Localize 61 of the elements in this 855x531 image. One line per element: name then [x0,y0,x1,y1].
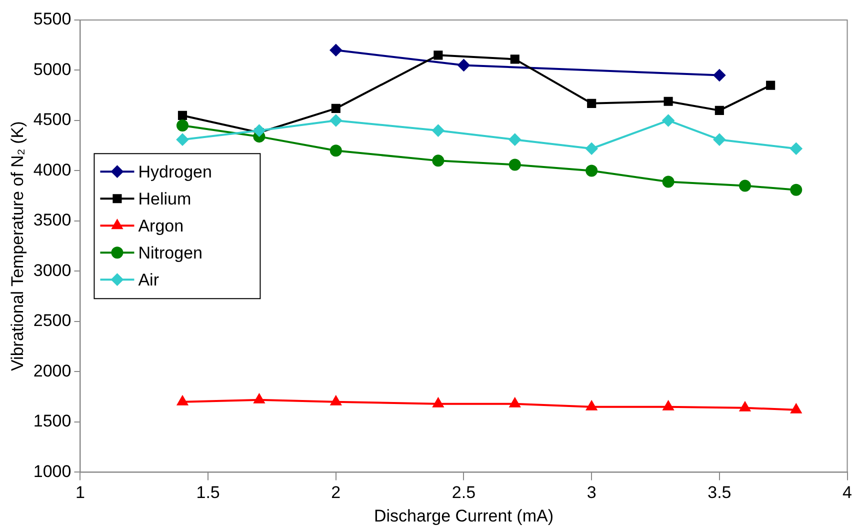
x-axis-title: Discharge Current (mA) [374,506,554,526]
point [662,176,674,188]
y-tick-label: 3000 [33,260,72,280]
legend-label: Nitrogen [138,243,202,262]
point [510,54,520,64]
point [790,404,802,414]
point [508,158,521,171]
point [176,120,188,132]
point [586,142,598,155]
x-tick-label: 1.5 [196,483,220,502]
point [662,400,674,410]
x-tick-label: 2.5 [452,483,476,502]
point [714,106,724,115]
y-tick-label: 5500 [33,10,72,29]
point [790,142,802,155]
legend-label: Air [138,270,160,290]
point [713,69,726,82]
point [178,110,188,120]
y-tick-label: 1000 [33,462,72,481]
point [330,114,342,126]
point [790,184,802,196]
point [662,114,674,126]
x-tick-label: 3.5 [708,483,732,502]
x-tick-label: 1 [75,483,85,502]
point [766,80,776,90]
point [330,144,342,157]
point [330,44,342,56]
y-tick-label: 2500 [33,311,72,330]
y-tick-label: 4000 [33,160,72,180]
y-tick-label: 5000 [33,60,72,79]
point [330,396,342,406]
point [586,164,598,177]
y-tick-label: 4500 [33,110,72,130]
point [586,400,597,410]
y-tick-label: 3500 [33,210,72,230]
y-tick-label: 2000 [33,361,72,380]
point [176,134,188,146]
x-tick-label: 4 [842,483,852,502]
point [331,104,340,113]
point [432,398,444,408]
y-axis-title: Vibrational Temperature of N₂ (K) [8,121,27,371]
x-tick-label: 3 [586,483,596,502]
legend-label: Argon [138,216,184,236]
point [508,134,521,146]
point [740,402,750,412]
legend-label: Helium [138,189,192,208]
point [587,98,596,108]
point [253,124,266,137]
point [434,50,443,60]
point [432,124,444,137]
point [510,398,520,408]
legend-label: Hydrogen [138,162,212,182]
point [432,154,444,167]
point [254,394,265,404]
point [713,134,726,146]
y-tick-label: 1500 [33,412,72,431]
point [458,59,470,72]
point [664,96,673,106]
x-tick-label: 2 [331,483,341,502]
point [177,396,188,406]
point [739,180,751,192]
